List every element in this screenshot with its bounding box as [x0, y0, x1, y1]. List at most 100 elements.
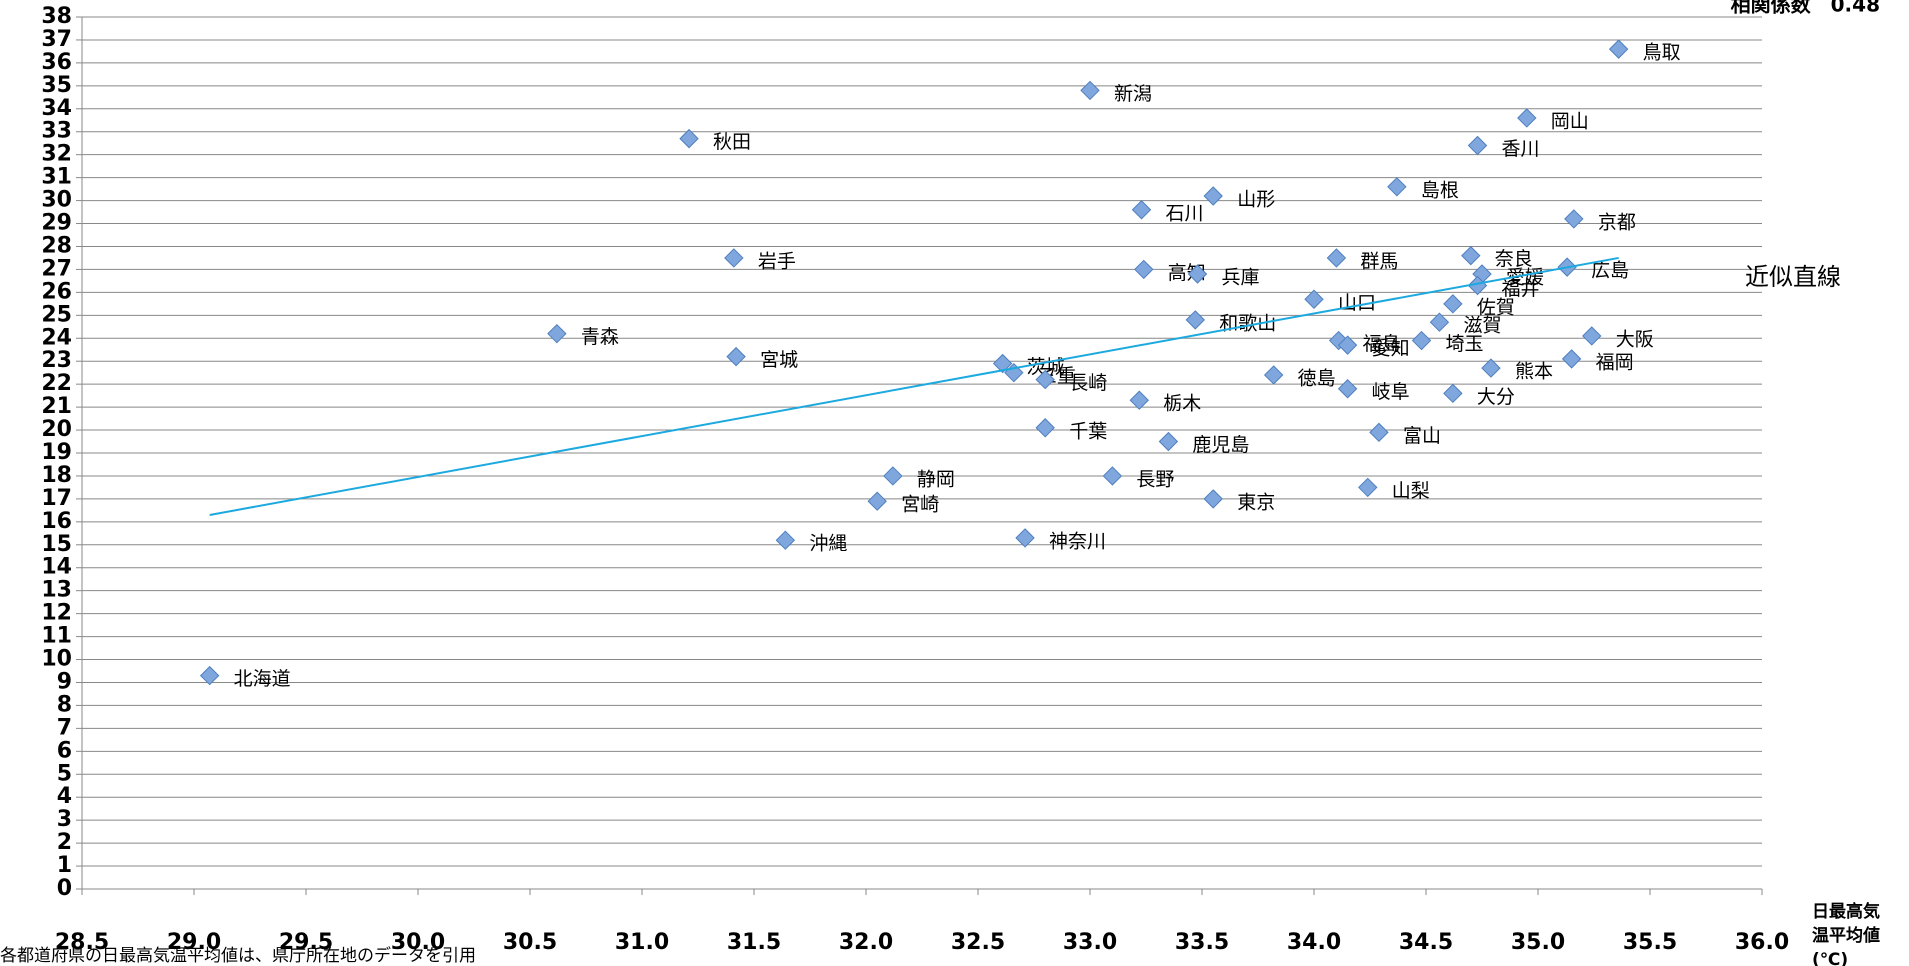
- point: [1369, 422, 1389, 443]
- point: [1608, 39, 1629, 59]
- point-label: 福井: [1502, 278, 1540, 300]
- y-tick-label: 10: [41, 647, 72, 672]
- y-tick-label: 1: [57, 853, 72, 878]
- point-label: 熊本: [1515, 361, 1553, 383]
- point-label: 石川: [1166, 202, 1204, 224]
- y-tick-label: 21: [41, 394, 72, 419]
- point: [1429, 312, 1450, 332]
- y-tick-label: 16: [41, 509, 72, 534]
- point-label: 宮城: [760, 349, 798, 371]
- y-tick-label: 14: [41, 555, 72, 580]
- x-tick-label: 34.5: [1399, 930, 1453, 955]
- point-label: 奈良: [1495, 248, 1533, 270]
- point-label: 愛媛: [1506, 267, 1544, 289]
- point-label: 群馬: [1360, 250, 1398, 272]
- y-tick-label: 19: [41, 440, 72, 465]
- point-label: 岩手: [758, 250, 796, 272]
- point-label: 青森: [581, 326, 619, 348]
- point-label: 愛知: [1372, 338, 1410, 360]
- y-tick-label: 4: [57, 784, 72, 809]
- y-tick-label: 35: [41, 73, 72, 98]
- point: [1203, 489, 1223, 509]
- y-tick-label: 34: [41, 96, 72, 121]
- point-label: 北海道: [234, 668, 291, 690]
- point: [1080, 80, 1100, 101]
- x-tick-label: 29.0: [167, 930, 221, 955]
- point-label: 栃木: [1163, 393, 1201, 415]
- point-label: 秋田: [713, 131, 751, 153]
- trend-line: [209, 256, 1619, 516]
- y-tick-label: 28: [41, 233, 72, 258]
- point-label: 長崎: [1069, 372, 1107, 394]
- y-tick-label: 2: [57, 830, 72, 855]
- point-label: 岡山: [1551, 110, 1589, 132]
- point: [1481, 358, 1501, 378]
- point: [1131, 200, 1152, 220]
- point: [1443, 294, 1463, 314]
- x-tick-label: 33.5: [1175, 930, 1229, 955]
- point-label: 滋賀: [1463, 315, 1501, 337]
- point-label: 島根: [1421, 179, 1459, 201]
- y-tick-label: 31: [41, 165, 72, 190]
- y-tick-label: 9: [57, 669, 72, 694]
- point-label: 千葉: [1069, 420, 1107, 442]
- point-label: 富山: [1403, 425, 1441, 447]
- y-tick-label: 20: [41, 417, 72, 442]
- point-label: 山梨: [1392, 480, 1430, 502]
- x-tick-label: 33.0: [1063, 930, 1117, 955]
- point-label: 和歌山: [1219, 312, 1276, 334]
- point-label: 新潟: [1114, 83, 1152, 105]
- point: [1304, 289, 1324, 309]
- point: [1337, 379, 1358, 399]
- point-label: 沖縄: [809, 533, 847, 555]
- point: [1358, 477, 1378, 498]
- point: [992, 353, 1013, 374]
- point-label: 福島: [1363, 333, 1401, 355]
- point-label: 宮崎: [901, 494, 939, 516]
- point-label: 埼玉: [1446, 333, 1484, 355]
- point: [1203, 186, 1223, 206]
- y-tick-label: 7: [57, 715, 72, 740]
- point: [1517, 108, 1537, 128]
- point: [1411, 330, 1432, 351]
- point: [1263, 365, 1284, 385]
- point-label: 長野: [1136, 468, 1174, 490]
- y-tick-label: 8: [57, 692, 72, 717]
- y-tick-label: 25: [41, 302, 72, 327]
- chart-title: 相関係数 0.48: [1731, 0, 1880, 17]
- y-tick-label: 27: [41, 256, 72, 281]
- y-tick-label: 30: [41, 188, 72, 213]
- point-label: 京都: [1598, 211, 1636, 233]
- y-tick-label: 38: [41, 4, 72, 29]
- x-tick-label: 36.0: [1735, 930, 1789, 955]
- point: [1582, 326, 1602, 346]
- y-tick-label: 5: [57, 761, 72, 786]
- y-tick-label: 11: [41, 624, 72, 649]
- point: [679, 128, 699, 149]
- y-tick-label: 33: [41, 119, 72, 144]
- point-label: 鳥取: [1643, 42, 1681, 64]
- point-label: 佐賀: [1477, 296, 1515, 318]
- point: [1015, 528, 1035, 548]
- x-tick-label: 30.0: [391, 930, 445, 955]
- x-tick-label: 30.5: [503, 930, 557, 955]
- x-tick-label: 29.5: [279, 930, 333, 955]
- point: [775, 530, 796, 550]
- point: [199, 665, 220, 686]
- point: [1443, 383, 1463, 404]
- point-label: 広島: [1591, 260, 1629, 282]
- y-tick-label: 24: [41, 325, 72, 350]
- y-tick-label: 23: [41, 348, 72, 373]
- point: [1185, 310, 1205, 330]
- y-tick-label: 32: [41, 142, 72, 167]
- point-label: 静岡: [917, 468, 955, 490]
- point: [1129, 390, 1149, 410]
- x-tick-label: 31.0: [615, 930, 669, 955]
- point-label: 福岡: [1596, 351, 1634, 373]
- y-tick-label: 6: [57, 738, 72, 763]
- point: [1102, 466, 1123, 486]
- point-label: 徳島: [1298, 367, 1336, 389]
- point: [867, 491, 887, 511]
- x-tick-label: 28.5: [55, 930, 109, 955]
- point-label: 神奈川: [1049, 530, 1106, 552]
